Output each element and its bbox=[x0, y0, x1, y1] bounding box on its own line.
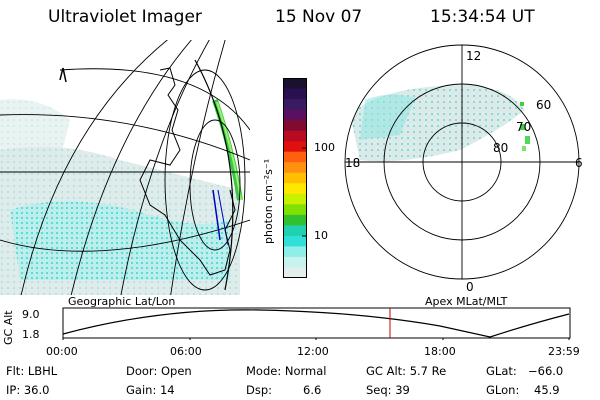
status-gc-alt: GC Alt: 5.7 Re bbox=[366, 364, 447, 378]
colorbar-segment bbox=[283, 130, 307, 142]
colorbar-segment bbox=[283, 267, 307, 278]
status-gain: Gain: 14 bbox=[126, 383, 175, 397]
colorbar-segment bbox=[283, 151, 307, 163]
altitude-ylabel: GC Alt bbox=[2, 310, 15, 345]
colorbar-frame bbox=[283, 78, 307, 278]
colorbar-segment bbox=[283, 162, 307, 174]
colorbar bbox=[283, 78, 307, 278]
altitude-ytick-min: 1.8 bbox=[22, 328, 40, 341]
mlt-label-18: 18 bbox=[345, 156, 360, 170]
altitude-ytick-max: 9.0 bbox=[22, 308, 40, 321]
colorbar-segment bbox=[283, 78, 307, 90]
colorbar-segment bbox=[283, 172, 307, 184]
colorbar-segment bbox=[283, 193, 307, 205]
mlt-label-6: 6 bbox=[575, 156, 583, 170]
lat-label-70: 70 bbox=[516, 120, 531, 134]
colorbar-segment bbox=[283, 235, 307, 248]
status-glon-value: 45.9 bbox=[534, 383, 560, 397]
colorbar-unit-label: photon cm⁻²s⁻¹ bbox=[262, 158, 275, 244]
altitude-xtick-0600: 06:00 bbox=[170, 345, 202, 358]
colorbar-segment bbox=[283, 246, 307, 258]
geographic-map bbox=[0, 40, 250, 295]
polar-map: 12 18 6 0 60 70 80 bbox=[344, 44, 583, 294]
colorbar-segment bbox=[283, 109, 307, 121]
colorbar-tick-100: 100 bbox=[314, 141, 335, 154]
colorbar-segment bbox=[283, 99, 307, 111]
colorbar-segment bbox=[283, 225, 307, 237]
status-door: Door: Open bbox=[126, 364, 192, 378]
colorbar-segment bbox=[283, 183, 307, 195]
status-ip: IP: 36.0 bbox=[6, 383, 50, 397]
time-label: 15:34:54 UT bbox=[430, 7, 535, 27]
status-glat-value: −66.0 bbox=[528, 364, 564, 378]
lat-label-60: 60 bbox=[536, 98, 551, 112]
altitude-xtick-1800: 18:00 bbox=[424, 345, 456, 358]
altitude-plot bbox=[62, 307, 571, 340]
colorbar-segment bbox=[283, 88, 307, 100]
date-label: 15 Nov 07 bbox=[275, 7, 363, 27]
altitude-xtick-1200: 12:00 bbox=[297, 345, 329, 358]
lat-label-80: 80 bbox=[493, 141, 508, 155]
left-map-caption: Geographic Lat/Lon bbox=[68, 295, 176, 308]
status-glon-label: GLon: bbox=[486, 383, 520, 397]
status-dsp-value: 6.6 bbox=[303, 383, 322, 397]
colorbar-segment bbox=[283, 141, 307, 153]
status-flt: Flt: LBHL bbox=[6, 364, 58, 378]
colorbar-segment bbox=[283, 214, 307, 226]
colorbar-tick-10: 10 bbox=[314, 229, 328, 242]
status-dsp-label: Dsp: bbox=[246, 383, 273, 397]
mlt-label-12: 12 bbox=[466, 49, 481, 63]
mlt-label-0: 0 bbox=[466, 280, 474, 294]
colorbar-segment bbox=[283, 256, 307, 269]
status-glat-label: GLat: bbox=[486, 364, 517, 378]
status-mode: Mode: Normal bbox=[246, 364, 327, 378]
instrument-title: Ultraviolet Imager bbox=[48, 7, 202, 27]
colorbar-segment bbox=[283, 204, 307, 216]
right-map-caption: Apex MLat/MLT bbox=[425, 295, 508, 308]
colorbar-segment bbox=[283, 120, 307, 132]
status-seq: Seq: 39 bbox=[366, 383, 410, 397]
altitude-xtick-2359: 23:59 bbox=[548, 345, 580, 358]
altitude-xtick-0000: 00:00 bbox=[46, 345, 78, 358]
